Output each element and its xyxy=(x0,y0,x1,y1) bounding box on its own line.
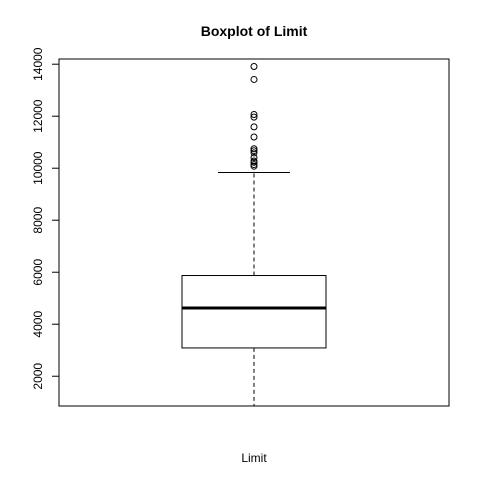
y-tick-label: 2000 xyxy=(31,363,45,390)
y-tick-label: 8000 xyxy=(31,207,45,234)
y-axis: 2000 4000 6000 8000 10000 12000 14000 xyxy=(31,47,59,389)
y-tick-label: 4000 xyxy=(31,311,45,338)
outlier-point xyxy=(251,76,257,82)
y-tick-label: 10000 xyxy=(31,151,45,185)
outliers xyxy=(251,63,257,169)
boxplot xyxy=(182,173,326,406)
outlier-point xyxy=(251,63,257,69)
outlier-point xyxy=(251,124,257,130)
y-tick-label: 6000 xyxy=(31,259,45,286)
y-tick-label: 14000 xyxy=(31,47,45,81)
outlier-point xyxy=(251,134,257,140)
box-iqr xyxy=(182,276,326,348)
y-tick-label: 12000 xyxy=(31,99,45,133)
x-axis-label: Limit xyxy=(241,451,267,465)
chart-title: Boxplot of Limit xyxy=(201,23,308,39)
